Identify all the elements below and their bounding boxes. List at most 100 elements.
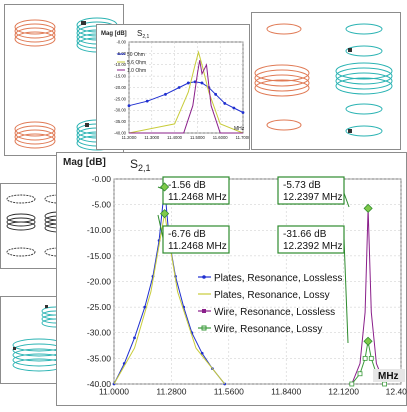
cyan-coil-large <box>335 62 393 95</box>
main-plot-xunit: MHz <box>378 371 399 382</box>
y-tick-label: -10.00 <box>114 62 127 67</box>
small-plot-xunit: MHz <box>234 126 245 132</box>
x-tick-label: 11.3000 <box>144 135 159 140</box>
port-marker <box>81 21 86 25</box>
port-marker <box>348 48 352 52</box>
main-plot-ylabel: Mag [dB] <box>63 157 106 168</box>
y-tick-label: -40.00 <box>87 379 111 389</box>
legend-item: Plates, Resonance, Lossy <box>214 290 330 301</box>
x-tick-label: 11.6000 <box>213 135 228 140</box>
coil-render-top-right <box>254 23 393 137</box>
data-point <box>164 92 167 96</box>
small-plot-panel: Mag [dB] S2,1 -0.00 -5.00 -10.00 -15.00 -20.… <box>96 24 251 150</box>
data-point <box>143 305 147 309</box>
y-tick-label: -5.00 <box>92 200 112 210</box>
small-plot-grid <box>128 41 244 134</box>
callout-peak-plates-lossless: -1.56 dB 11.2468 MHz <box>162 176 230 205</box>
y-tick-label: -30.00 <box>87 328 111 338</box>
data-point <box>241 111 245 114</box>
port-marker <box>45 305 48 308</box>
small-legend-item: 50 Ohm <box>127 52 145 58</box>
small-plot-series <box>127 50 245 134</box>
x-tick-label: 11.2800 <box>156 387 186 397</box>
black-loop-top-left <box>6 194 36 204</box>
y-tick-label: -30.00 <box>114 108 127 113</box>
x-tick-label: 12.1200 <box>328 387 359 397</box>
legend-item: Plates, Resonance, Lossless <box>214 273 342 284</box>
legend-item: Wire, Resonance, Lossy <box>214 324 322 335</box>
small-plot-ticks: -0.00 -5.00 -10.00 -15.00 -20.00 -25.00 -30.00… <box>114 39 251 140</box>
orange-coil-top <box>14 19 56 47</box>
y-tick-label: -35.00 <box>114 119 127 124</box>
callout-peak-plates-lossy: -6.76 dB 11.2468 MHz <box>162 225 230 254</box>
port-marker <box>85 123 89 127</box>
data-point <box>186 81 190 85</box>
y-tick-label: -35.00 <box>87 353 111 363</box>
callout-freq: 11.2468 MHz <box>168 241 227 252</box>
x-tick-label: 11.5000 <box>190 135 205 140</box>
main-plot-callouts: -1.56 dB 11.2468 MHz -5.73 dB 12.2397 MH… <box>157 176 373 346</box>
y-tick-label: -20.00 <box>114 85 127 90</box>
callout-freq: 12.2392 MHz <box>283 241 342 252</box>
x-tick-label: 11.2000 <box>122 135 137 140</box>
y-tick-label: -15.00 <box>87 251 111 261</box>
data-point <box>200 81 204 85</box>
main-plot-ticks: -0.00 -5.00 -10.00 -15.00 -20.00 -25.00 -30.00… <box>87 174 407 397</box>
data-point <box>145 99 149 103</box>
data-point <box>177 86 181 89</box>
small-s21-plot: Mag [dB] S2,1 -0.00 -5.00 -10.00 -15.00 -20.… <box>101 29 251 140</box>
x-tick-label: 11.0000 <box>99 387 129 397</box>
callout-value: -5.73 dB <box>283 180 321 191</box>
data-point <box>133 336 136 340</box>
x-tick-label: 11.4000 <box>167 135 182 140</box>
data-point <box>382 381 388 387</box>
port-marker <box>348 129 352 133</box>
callout-peak-wire-lossy: -31.66 dB 12.2392 MHz <box>277 225 345 254</box>
y-tick-label: -25.00 <box>87 302 111 312</box>
x-tick-label: 12.4000 <box>386 387 407 397</box>
coil-render-panel-top-right <box>251 12 401 150</box>
y-tick-label: -40.00 <box>114 130 127 135</box>
peak-marker <box>160 182 170 192</box>
small-legend-item: 5.6 Ohm <box>127 60 146 66</box>
data-point <box>200 351 204 355</box>
x-tick-label: 11.8400 <box>271 387 301 397</box>
peak-marker <box>160 209 170 219</box>
data-point <box>127 104 131 108</box>
orange-coil-large <box>254 64 310 97</box>
series-line <box>128 81 244 113</box>
cyan-loop-mid-top <box>345 45 383 57</box>
data-point <box>232 106 236 110</box>
y-tick-label: -10.00 <box>87 225 111 235</box>
y-tick-label: -5.00 <box>116 51 126 56</box>
x-tick-label: 11.5600 <box>214 387 244 397</box>
peak-marker <box>363 203 373 213</box>
callout-value: -6.76 dB <box>168 229 206 240</box>
x-tick-label: 11.7000 <box>236 135 249 140</box>
orange-coil-bottom <box>14 121 56 149</box>
callout-peak-wire-lossless: -5.73 dB 12.2397 MHz <box>277 176 345 205</box>
main-plot-legend: Plates, Resonance, Lossless Plates, Reso… <box>198 273 342 335</box>
data-point <box>223 102 227 105</box>
callout-freq: 12.2397 MHz <box>283 192 342 203</box>
main-plot-title: S2,1 <box>130 157 151 173</box>
main-plot-panel: Mag [dB] S2,1 -0.00 -5.00 -10.00 -15.00 -20.… <box>56 152 407 406</box>
callout-value: -31.66 dB <box>283 229 327 240</box>
legend-item: Wire, Resonance, Lossless <box>214 307 335 318</box>
y-tick-label: -15.00 <box>114 74 127 79</box>
cyan-loop-bottom <box>345 103 383 137</box>
series-line <box>128 50 244 134</box>
cyan-loop-top <box>345 23 383 35</box>
main-s21-plot: Mag [dB] S2,1 -0.00 -5.00 -10.00 -15.00 -20.… <box>63 157 407 397</box>
small-legend-item: 1.0 Ohm <box>127 68 146 74</box>
peak-marker <box>363 336 373 346</box>
y-tick-label: -20.00 <box>87 276 111 286</box>
orange-loop-bottom <box>266 119 302 131</box>
data-point <box>349 381 355 387</box>
data-point <box>214 92 218 96</box>
callout-value: -1.56 dB <box>168 180 206 191</box>
data-point <box>357 371 363 377</box>
small-plot-legend: 50 Ohm 5.6 Ohm 1.0 Ohm <box>117 52 146 74</box>
data-point <box>368 355 374 361</box>
main-plot-xunit-box <box>373 369 405 382</box>
